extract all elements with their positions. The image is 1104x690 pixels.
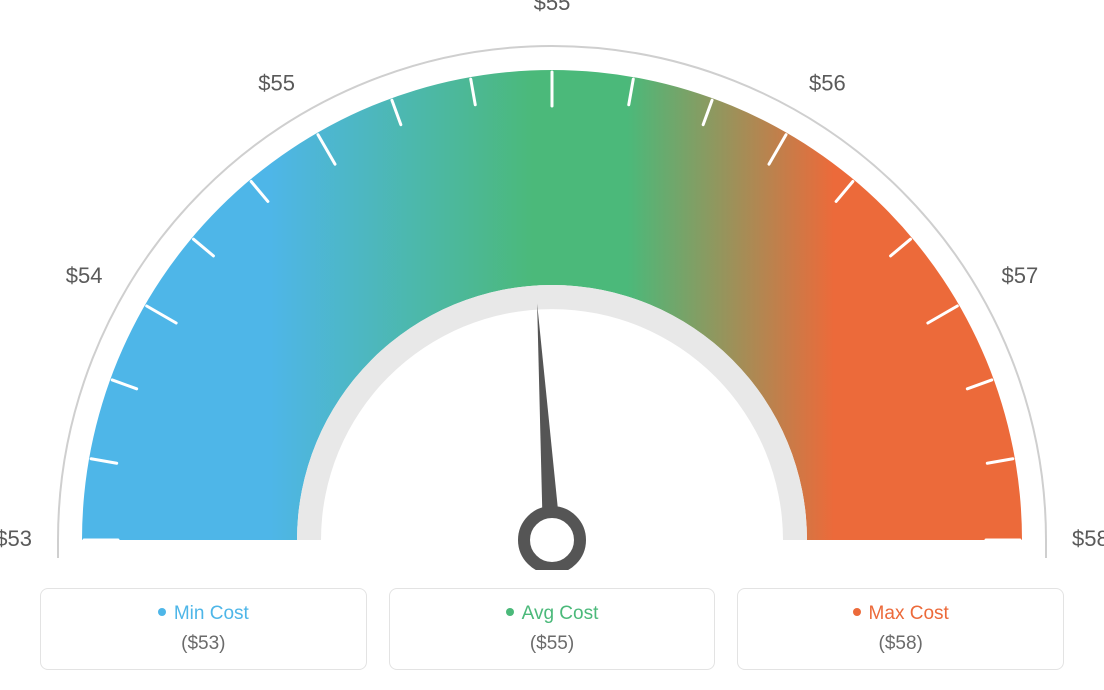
gauge-hub bbox=[524, 512, 580, 568]
dot-icon bbox=[158, 608, 166, 616]
dot-icon bbox=[853, 608, 861, 616]
gauge-tick-label: $56 bbox=[809, 70, 846, 95]
legend-avg-label: Avg Cost bbox=[522, 603, 599, 624]
gauge-tick-label: $57 bbox=[1002, 263, 1039, 288]
gauge-chart-container: $53 $54 $55 $55 $56 $57 $58 Min Cost ($53) Avg… bbox=[0, 0, 1104, 690]
legend-min-title: Min Cost bbox=[41, 603, 366, 625]
legend-card-max: Max Cost ($58) bbox=[737, 588, 1064, 670]
legend-min-value: ($53) bbox=[41, 633, 366, 655]
gauge-tick-label: $55 bbox=[534, 0, 571, 15]
gauge-tick-label: $58 bbox=[1072, 526, 1104, 551]
legend-max-value: ($58) bbox=[738, 633, 1063, 655]
legend-card-min: Min Cost ($53) bbox=[40, 588, 367, 670]
legend-avg-title: Avg Cost bbox=[390, 603, 715, 625]
gauge-tick-label: $55 bbox=[258, 70, 295, 95]
legend-min-label: Min Cost bbox=[174, 603, 249, 624]
legend-max-title: Max Cost bbox=[738, 603, 1063, 625]
gauge-tick-label: $53 bbox=[0, 526, 32, 551]
legend-card-avg: Avg Cost ($55) bbox=[389, 588, 716, 670]
legend-max-label: Max Cost bbox=[869, 603, 949, 624]
gauge-area: $53 $54 $55 $55 $56 $57 $58 bbox=[0, 0, 1104, 570]
dot-icon bbox=[506, 608, 514, 616]
legend-avg-value: ($55) bbox=[390, 633, 715, 655]
legend-row: Min Cost ($53) Avg Cost ($55) Max Cost (… bbox=[40, 588, 1064, 670]
gauge-svg: $53 $54 $55 $55 $56 $57 $58 bbox=[0, 0, 1104, 570]
gauge-tick-label: $54 bbox=[66, 263, 103, 288]
